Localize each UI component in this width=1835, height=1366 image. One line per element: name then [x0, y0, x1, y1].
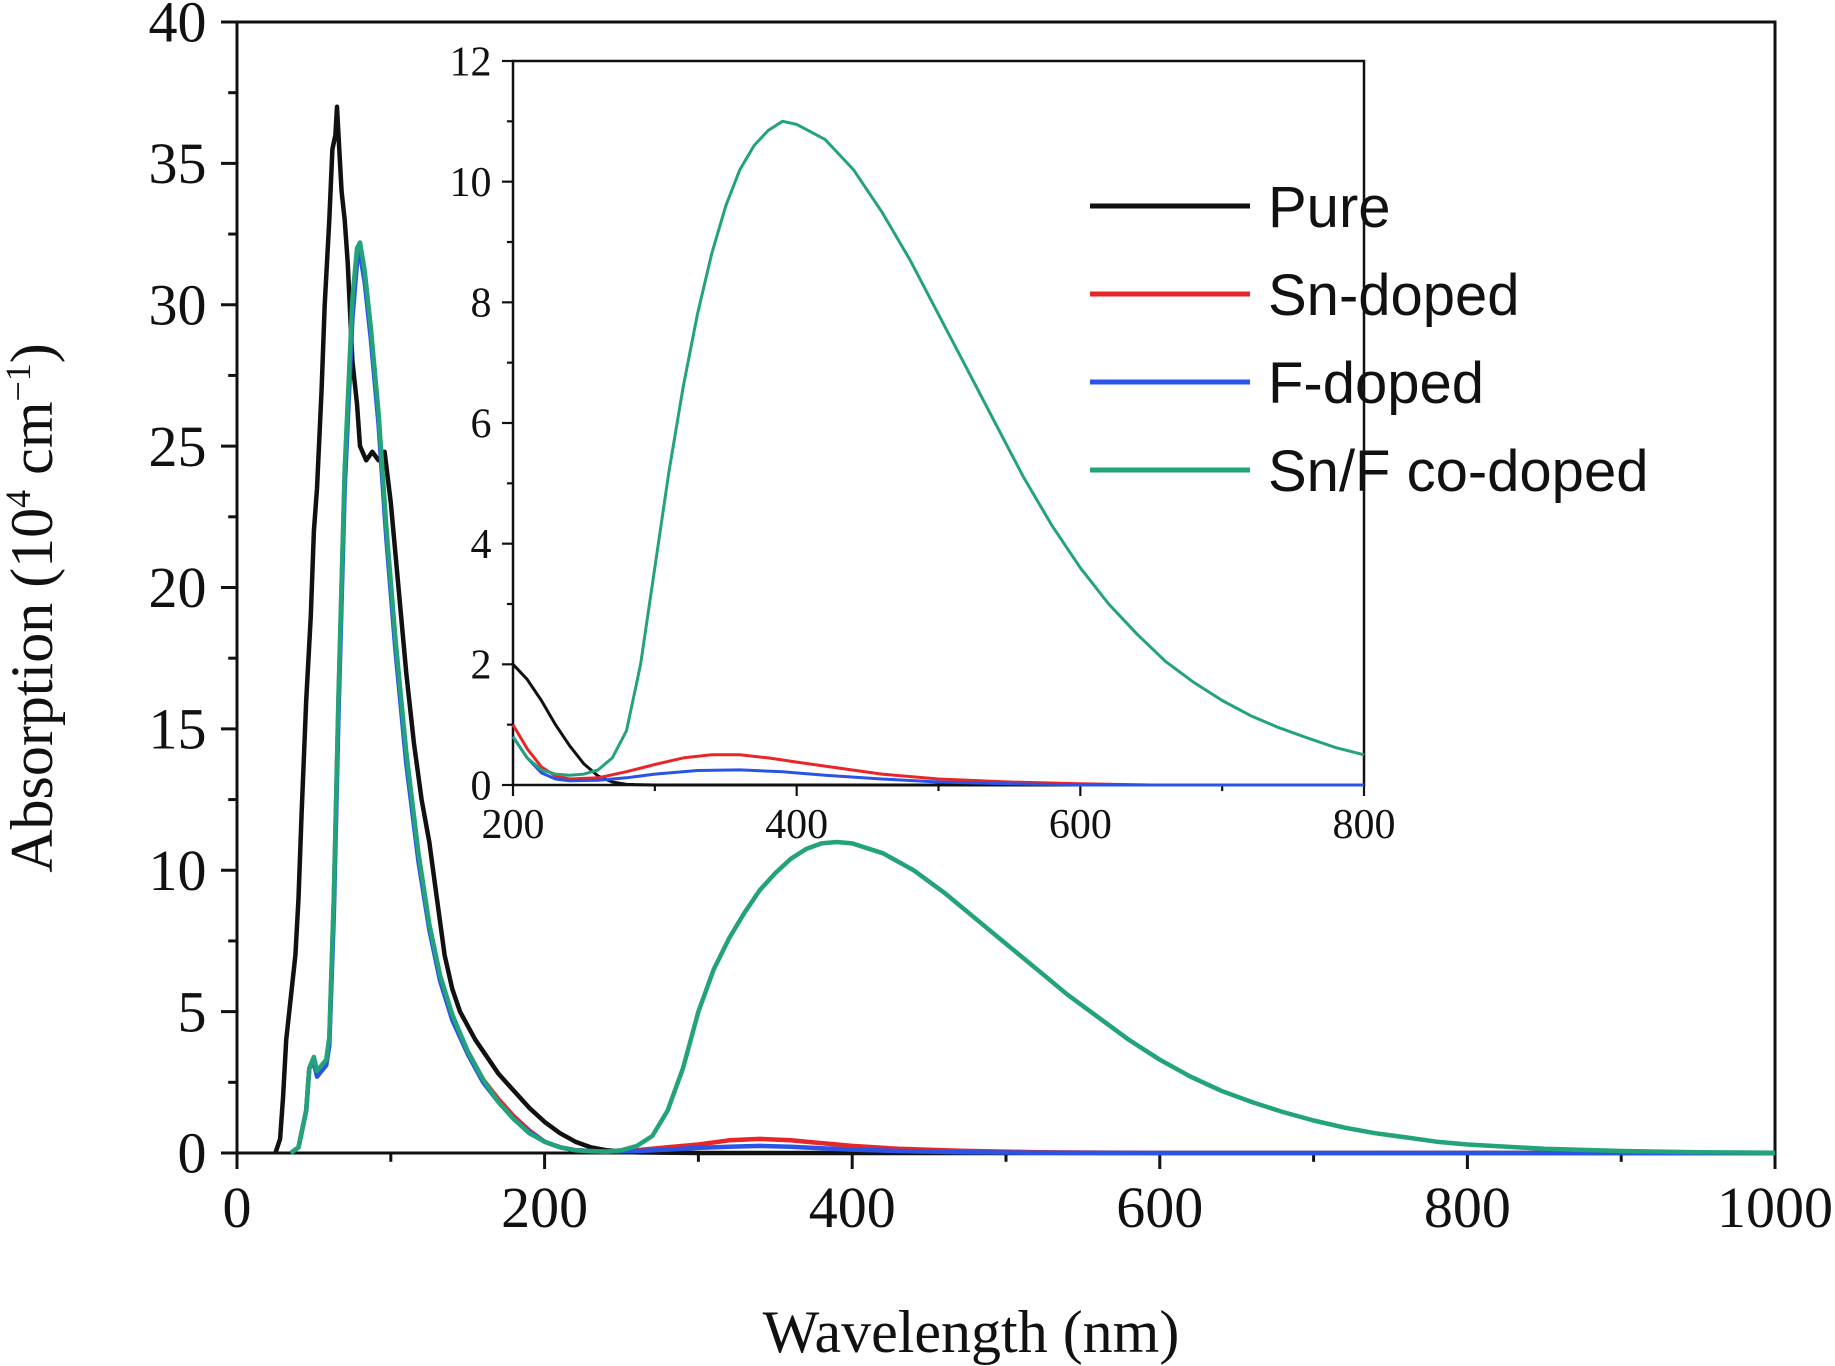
main-y-tick-label: 5 — [178, 979, 207, 1044]
main-x-tick-label: 0 — [223, 1175, 252, 1240]
y-axis-title-part: Absorption (10 — [0, 508, 65, 873]
inset-y-tick-label: 0 — [471, 763, 492, 809]
main-x-tick-label: 200 — [501, 1175, 588, 1240]
legend-label: Sn-doped — [1268, 263, 1520, 328]
inset-series-line-sn-doped — [511, 723, 1364, 787]
main-x-tick-label: 400 — [809, 1175, 896, 1240]
y-axis-title-part: ) — [0, 343, 65, 363]
legend: Pure Sn-doped F-doped Sn/F co-doped — [1090, 175, 1648, 504]
legend-label: Sn/F co-doped — [1268, 439, 1648, 504]
main-x-tick-label: 800 — [1424, 1175, 1511, 1240]
main-y-tick-label: 20 — [149, 555, 207, 620]
inset-x-tick-label: 200 — [482, 802, 545, 848]
inset-series-line-sn-f-co-doped — [511, 119, 1365, 777]
inset-x-tick-label: 600 — [1049, 802, 1112, 848]
inset-series-line-pure — [511, 663, 1364, 787]
inset-y-tick-label: 2 — [471, 643, 492, 689]
main-series-line-pure — [273, 104, 1775, 1156]
inset-x-tick-label: 800 — [1333, 802, 1396, 848]
y-axis-title-part: cm — [0, 402, 65, 490]
main-x-tick-label: 1000 — [1717, 1175, 1833, 1240]
y-axis-title: Absorption (104 cm−1) — [0, 343, 65, 873]
y-axis-title-superscript: 4 — [0, 490, 38, 508]
main-y-tick-label: 10 — [149, 838, 207, 903]
inset-y-tick-label: 12 — [450, 39, 492, 85]
inset-y-tick-label: 6 — [471, 401, 492, 447]
main-x-tick-label: 600 — [1116, 1175, 1203, 1240]
main-y-tick-label: 40 — [149, 0, 207, 55]
y-axis-title-superscript: −1 — [0, 363, 38, 401]
main-y-tick-label: 15 — [149, 697, 207, 762]
main-series-line-sn-f-co-doped — [289, 240, 1776, 1155]
inset-y-tick-label: 10 — [450, 160, 492, 206]
main-y-tick-label: 35 — [149, 131, 207, 196]
inset-series-line-f-doped — [511, 735, 1364, 787]
inset-plot: 200 400 600 800 0 2 4 6 8 10 12 — [450, 39, 1396, 848]
main-y-tick-label: 0 — [178, 1121, 207, 1186]
inset-plot-frame — [511, 59, 1366, 787]
legend-label: F-doped — [1268, 351, 1484, 416]
inset-y-tick-label: 4 — [471, 522, 492, 568]
x-axis-title: Wavelength (nm) — [763, 1299, 1180, 1365]
legend-label: Pure — [1268, 175, 1391, 240]
main-y-tick-label: 30 — [149, 272, 207, 337]
inset-y-tick-label: 8 — [471, 281, 492, 327]
inset-x-tick-label: 400 — [765, 802, 828, 848]
main-y-tick-label: 25 — [149, 414, 207, 479]
